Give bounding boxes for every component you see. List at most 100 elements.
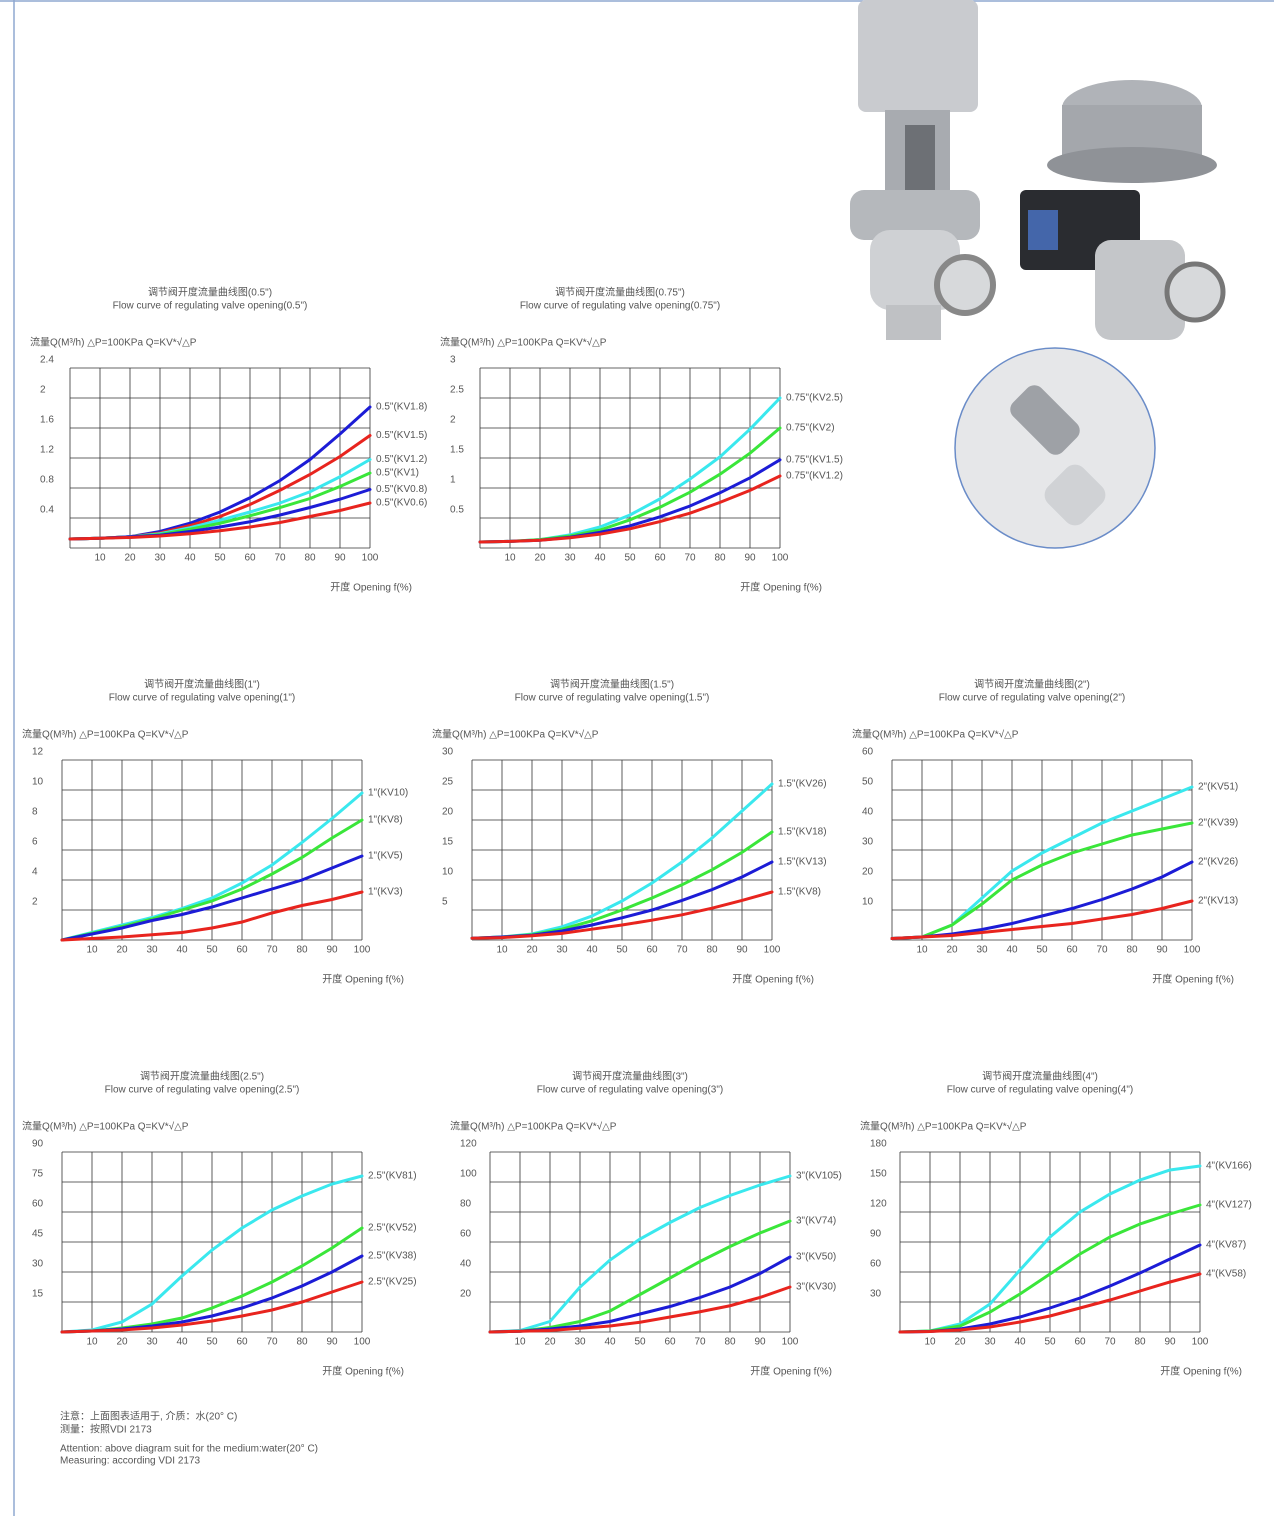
x-tick-label: 10 [94, 553, 106, 564]
x-tick-label: 20 [954, 1337, 966, 1348]
series-label: 3"(KV105) [796, 1171, 842, 1182]
y-axis-label: 流量Q(M³/h) △P=100KPa Q=KV*√△P [432, 728, 599, 741]
x-tick-label: 70 [684, 553, 696, 564]
x-tick-label: 90 [326, 945, 338, 956]
chart-title: 调节阀开度流量曲线图(2") [974, 678, 1090, 691]
y-tick-label: 10 [442, 867, 454, 878]
y-tick-label: 75 [32, 1169, 44, 1180]
y-tick-label: 100 [460, 1169, 477, 1180]
series-label: 2"(KV51) [1198, 782, 1238, 793]
chart-title: 调节阀开度流量曲线图(2.5") [140, 1070, 264, 1083]
y-axis-label: 流量Q(M³/h) △P=100KPa Q=KV*√△P [852, 728, 1019, 741]
y-tick-label: 6 [32, 837, 38, 848]
x-tick-label: 30 [154, 553, 166, 564]
x-tick-label: 30 [146, 945, 158, 956]
x-tick-label: 70 [694, 1337, 706, 1348]
x-tick-label: 40 [184, 553, 196, 564]
series-label: 0.75"(KV2) [786, 423, 835, 434]
series-label: 3"(KV50) [796, 1252, 836, 1263]
x-axis-label: 开度 Opening f(%) [322, 1365, 404, 1378]
chart-subtitle: Flow curve of regulating valve opening(4… [947, 1085, 1133, 1096]
series-label: 0.5"(KV0.6) [376, 498, 427, 509]
x-tick-label: 90 [736, 945, 748, 956]
x-tick-label: 60 [664, 1337, 676, 1348]
series-label: 0.5"(KV1) [376, 468, 419, 479]
y-tick-label: 60 [870, 1259, 882, 1270]
chart-subtitle: Flow curve of regulating valve opening(0… [113, 301, 308, 312]
series-label: 2.5"(KV81) [368, 1171, 417, 1182]
x-tick-label: 10 [86, 1337, 98, 1348]
series-label: 1"(KV10) [368, 788, 408, 799]
note-line: Measuring: according VDI 2173 [60, 1456, 201, 1467]
series-label: 0.5"(KV0.8) [376, 484, 427, 495]
y-tick-label: 30 [32, 1259, 44, 1270]
y-tick-label: 4 [32, 867, 38, 878]
note-line: Attention: above diagram suit for the me… [60, 1444, 318, 1455]
chart-subtitle: Flow curve of regulating valve opening(2… [939, 693, 1125, 704]
y-tick-label: 150 [870, 1169, 887, 1180]
series-label: 1.5"(KV18) [778, 827, 827, 838]
x-tick-label: 40 [594, 553, 606, 564]
series-line [488, 1285, 792, 1334]
x-tick-label: 100 [354, 1337, 371, 1348]
x-tick-label: 20 [534, 553, 546, 564]
chart-subtitle: Flow curve of regulating valve opening(0… [520, 301, 720, 312]
x-tick-label: 20 [116, 1337, 128, 1348]
note-line: 注意：上面图表适用于, 介质：水(20° C) [60, 1410, 237, 1423]
series-label: 2"(KV26) [1198, 857, 1238, 868]
chart-title: 调节阀开度流量曲线图(1.5") [550, 678, 674, 691]
y-tick-label: 3 [450, 355, 456, 366]
y-tick-label: 90 [870, 1229, 882, 1240]
x-tick-label: 90 [1156, 945, 1168, 956]
series-line [470, 890, 774, 940]
y-tick-label: 30 [862, 837, 874, 848]
x-tick-label: 40 [176, 945, 188, 956]
series-label: 2.5"(KV25) [368, 1277, 417, 1288]
y-tick-label: 15 [442, 837, 454, 848]
x-tick-label: 70 [274, 553, 286, 564]
y-tick-label: 0.8 [40, 475, 54, 486]
y-tick-label: 1.6 [40, 415, 54, 426]
y-axis-label: 流量Q(M³/h) △P=100KPa Q=KV*√△P [22, 728, 189, 741]
x-tick-label: 70 [266, 1337, 278, 1348]
x-tick-label: 50 [206, 1337, 218, 1348]
x-tick-label: 60 [236, 945, 248, 956]
x-axis-label: 开度 Opening f(%) [330, 581, 412, 594]
x-tick-label: 50 [206, 945, 218, 956]
series-label: 2.5"(KV52) [368, 1223, 417, 1234]
y-tick-label: 60 [862, 747, 874, 758]
series-line [890, 821, 1194, 940]
y-tick-label: 10 [32, 777, 44, 788]
x-tick-label: 80 [304, 553, 316, 564]
x-tick-label: 100 [782, 1337, 799, 1348]
chart-title: 调节阀开度流量曲线图(0.75") [555, 286, 685, 299]
series-line [898, 1272, 1202, 1334]
x-tick-label: 100 [772, 553, 789, 564]
x-tick-label: 90 [326, 1337, 338, 1348]
series-label: 1.5"(KV26) [778, 779, 827, 790]
x-tick-label: 90 [744, 553, 756, 564]
x-tick-label: 100 [1184, 945, 1201, 956]
y-tick-label: 2 [32, 897, 38, 908]
x-tick-label: 30 [574, 1337, 586, 1348]
y-tick-label: 40 [460, 1259, 472, 1270]
y-tick-label: 2 [40, 385, 46, 396]
x-tick-label: 60 [236, 1337, 248, 1348]
y-tick-label: 60 [460, 1229, 472, 1240]
x-tick-label: 60 [654, 553, 666, 564]
y-axis-label: 流量Q(M³/h) △P=100KPa Q=KV*√△P [440, 336, 607, 349]
x-tick-label: 60 [1066, 945, 1078, 956]
x-tick-label: 80 [1126, 945, 1138, 956]
series-label: 4"(KV166) [1206, 1161, 1252, 1172]
y-tick-label: 120 [460, 1139, 477, 1150]
y-axis-label: 流量Q(M³/h) △P=100KPa Q=KV*√△P [22, 1120, 189, 1133]
chart-subtitle: Flow curve of regulating valve opening(2… [105, 1085, 300, 1096]
y-tick-label: 1 [450, 475, 456, 486]
series-label: 1"(KV8) [368, 815, 403, 826]
x-tick-label: 60 [244, 553, 256, 564]
y-tick-label: 15 [32, 1289, 44, 1300]
x-tick-label: 50 [634, 1337, 646, 1348]
y-tick-label: 180 [870, 1139, 887, 1150]
series-label: 2.5"(KV38) [368, 1251, 417, 1262]
series-line [890, 899, 1194, 940]
